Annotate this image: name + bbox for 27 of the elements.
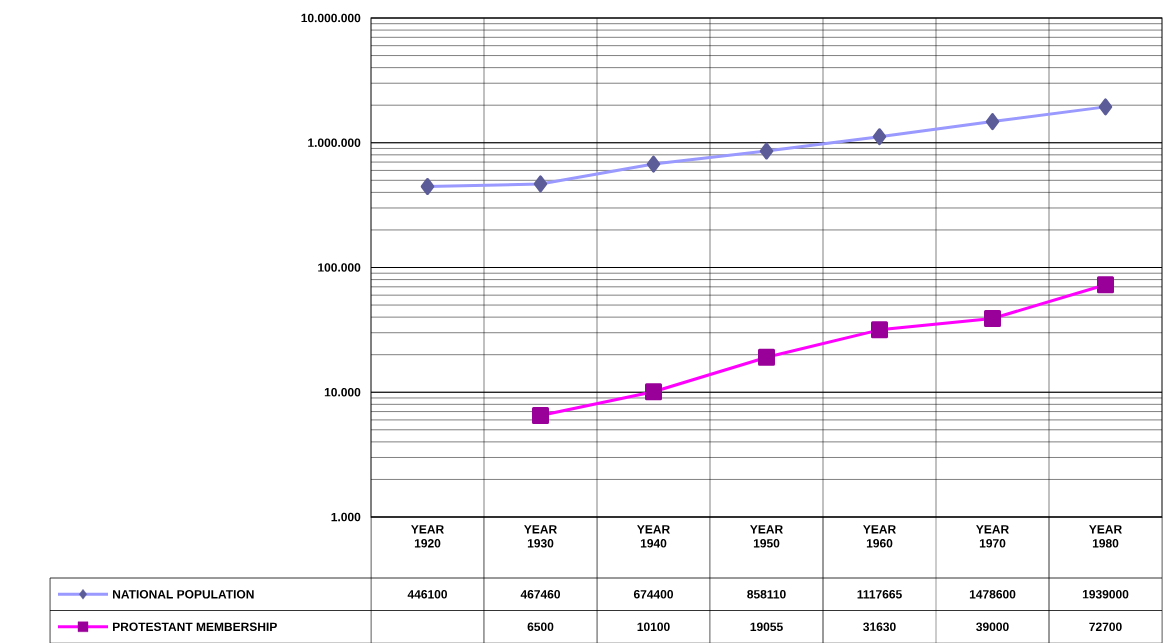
x-tick-label: YEAR 1920 — [411, 525, 444, 548]
y-tick-label: 1.000 — [331, 512, 361, 522]
data-label: 467460 — [520, 590, 561, 599]
legend-label: PROTESTANT MEMBERSHIP — [113, 622, 277, 631]
x-tick-label: YEAR 1930 — [524, 525, 557, 548]
legend-label: NATIONAL POPULATION — [113, 590, 254, 599]
data-label: 19055 — [750, 622, 783, 631]
x-tick-label: YEAR 1980 — [1089, 525, 1122, 548]
data-label: 39000 — [976, 622, 1009, 632]
data-label: 10100 — [637, 622, 670, 631]
data-label: 1478600 — [969, 590, 1016, 599]
data-label: 674400 — [633, 590, 674, 599]
data-label: 1939000 — [1082, 590, 1129, 599]
data-label: 858110 — [747, 590, 786, 599]
data-label: 31630 — [863, 622, 896, 632]
data-label: 446100 — [407, 590, 448, 599]
data-label: 72700 — [1089, 622, 1122, 631]
x-tick-label: YEAR 1940 — [637, 525, 670, 548]
y-tick-label: 1.000.000 — [308, 138, 361, 147]
y-tick-label: 10.000.000 — [301, 13, 361, 23]
x-tick-label: YEAR 1950 — [750, 525, 783, 548]
data-label: 1117665 — [857, 590, 902, 599]
y-tick-label: 100.000 — [318, 263, 361, 272]
x-tick-label: YEAR 1960 — [863, 525, 896, 548]
y-tick-label: 10.000 — [324, 388, 361, 397]
data-label: 6500 — [527, 622, 554, 631]
x-tick-label: YEAR 1970 — [976, 525, 1009, 548]
